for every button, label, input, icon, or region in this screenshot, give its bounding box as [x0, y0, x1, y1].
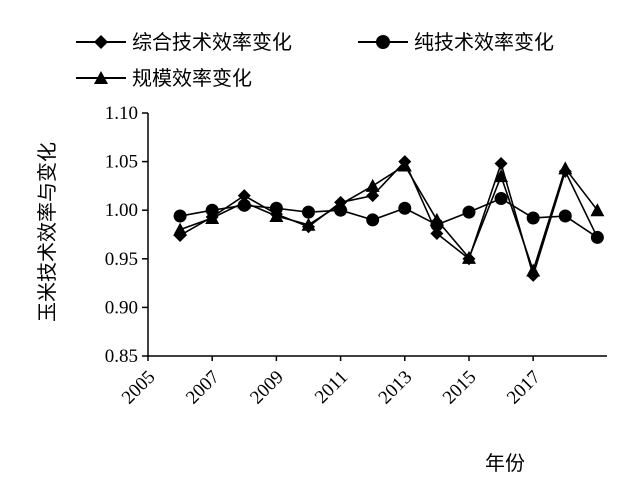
- data-point-triangle: [269, 209, 284, 223]
- data-point-circle: [366, 213, 380, 227]
- data-point-triangle: [397, 158, 412, 172]
- legend-label-series-2: 规模效率变化: [132, 66, 252, 90]
- x-tick-label: 2017: [503, 367, 545, 409]
- y-ticks: 0.85 0.90 0.95 1.00 1.05 1.10: [105, 103, 148, 367]
- data-point-circle: [398, 201, 412, 215]
- legend-item-series-2: 规模效率变化: [76, 66, 252, 90]
- data-point-circle: [269, 201, 283, 215]
- data-point-triangle: [365, 178, 380, 192]
- y-tick-label: 0.95: [105, 249, 138, 270]
- data-point-circle: [494, 192, 508, 206]
- data-point-triangle: [205, 210, 220, 224]
- x-tick-label: 2011: [311, 367, 352, 408]
- legend-label-series-1: 纯技术效率变化: [414, 30, 554, 54]
- data-point-circle: [205, 203, 219, 217]
- legend-label-series-0: 综合技术效率变化: [132, 30, 292, 54]
- data-point-circle: [526, 211, 540, 225]
- x-tick-label: 2005: [118, 367, 160, 409]
- y-tick-label: 0.85: [105, 346, 138, 367]
- data-point-triangle: [301, 217, 316, 231]
- x-tick-label: 2009: [246, 367, 288, 409]
- legend-item-series-0: 综合技术效率变化: [76, 30, 292, 54]
- data-point-triangle: [173, 222, 188, 236]
- data-point-triangle: [461, 250, 476, 264]
- data-point-triangle: [494, 169, 509, 183]
- x-tick-label: 2007: [182, 367, 224, 409]
- y-tick-label: 1.05: [105, 152, 138, 173]
- series-line-2: [179, 164, 599, 274]
- series-2: [173, 158, 605, 277]
- y-tick-label: 0.90: [105, 297, 138, 318]
- data-point-diamond: [494, 157, 508, 171]
- data-point-triangle: [333, 197, 348, 211]
- x-axis-title: 年份: [485, 451, 525, 475]
- data-point-diamond: [366, 189, 380, 203]
- y-tick-label: 1.00: [105, 200, 138, 221]
- data-point-triangle: [237, 195, 252, 209]
- x-tick-label: 2015: [439, 367, 481, 409]
- x-ticks: 2005 2007 2009 2011 2013 2015 2017: [118, 356, 545, 408]
- y-tick-label: 1.10: [105, 103, 138, 124]
- y-axis-title: 玉米技术效率与变化: [35, 142, 59, 322]
- data-point-circle: [173, 209, 187, 223]
- data-point-triangle: [526, 263, 541, 277]
- data-point-triangle: [590, 203, 605, 217]
- data-point-circle: [462, 205, 476, 219]
- legend-item-series-1: 纯技术效率变化: [358, 30, 554, 54]
- series-layer: [173, 155, 605, 282]
- legend: 综合技术效率变化 纯技术效率变化 规模效率变化: [76, 30, 554, 90]
- data-point-circle: [590, 230, 604, 244]
- data-point-triangle: [429, 212, 444, 226]
- data-point-triangle: [558, 161, 573, 175]
- data-point-circle: [558, 209, 572, 223]
- data-point-circle: [301, 205, 315, 219]
- x-tick-label: 2013: [375, 367, 417, 409]
